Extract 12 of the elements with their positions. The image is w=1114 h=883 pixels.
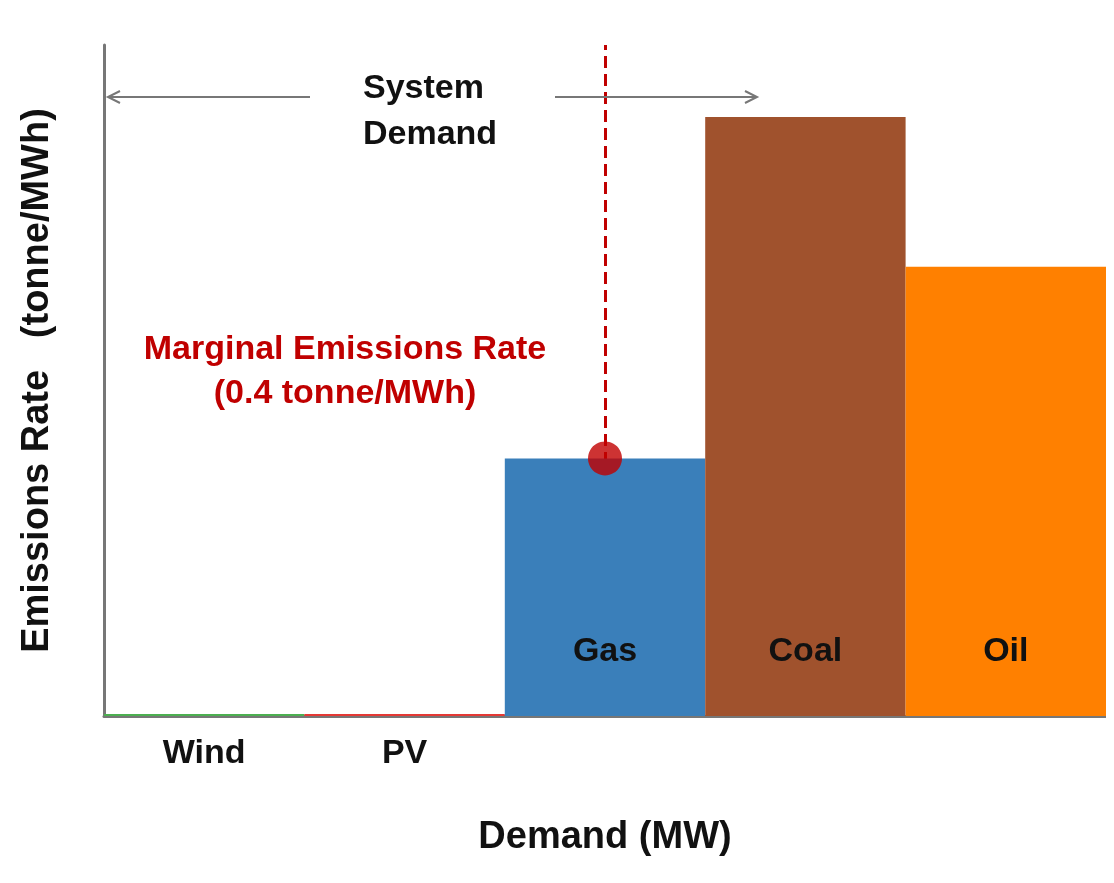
x-tick-label: Wind <box>162 732 246 770</box>
x-axis-title: Demand (MW) <box>478 814 732 856</box>
y-axis-title: Emissions Rate (tonne/MWh) <box>14 108 56 653</box>
annotation: System Demand <box>363 67 498 151</box>
x-tick-label: PV <box>381 732 428 770</box>
x-tick-label: Oil <box>983 630 1029 668</box>
bar <box>905 266 1106 716</box>
annotation: Marginal Emissions Rate (0.4 tonne/MWh) <box>143 327 547 410</box>
bar <box>705 116 906 716</box>
x-tick-label: Gas <box>572 630 638 668</box>
bar <box>504 458 706 716</box>
x-tick-label: Coal <box>768 630 843 668</box>
